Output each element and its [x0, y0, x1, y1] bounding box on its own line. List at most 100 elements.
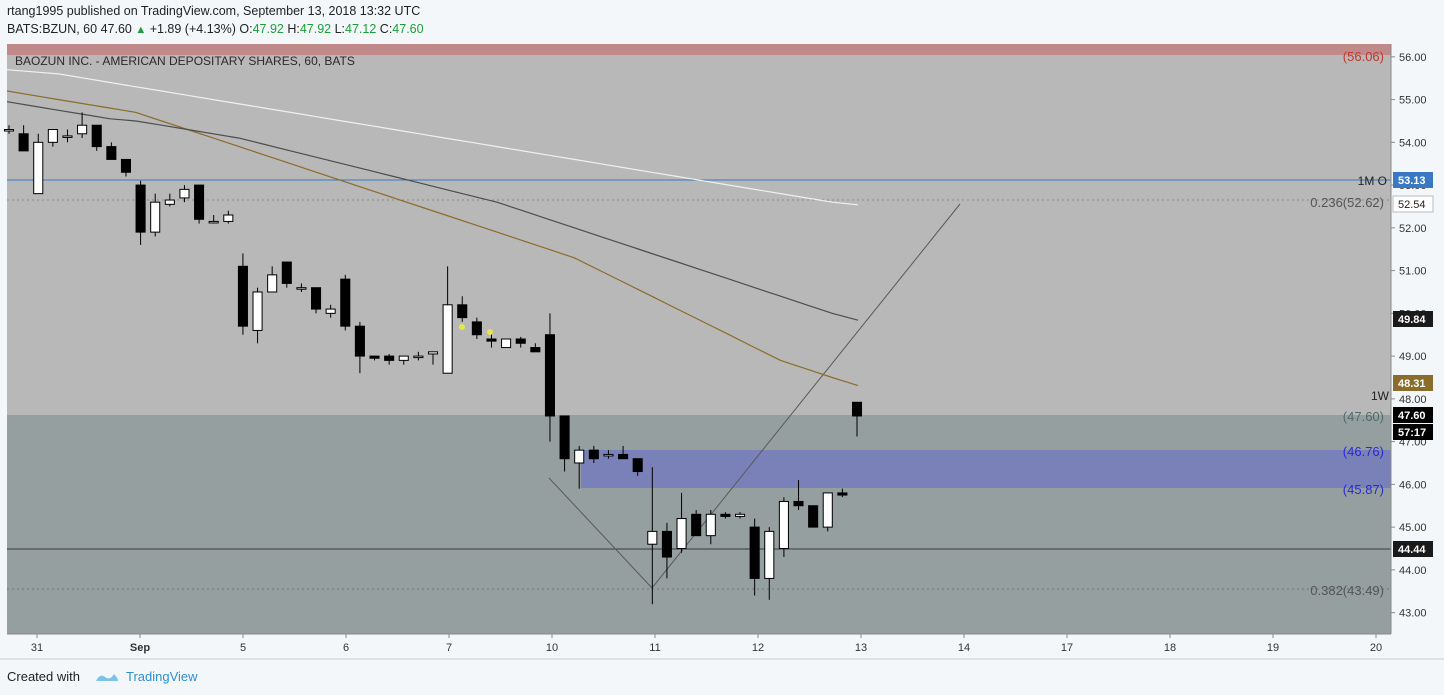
candle	[413, 351, 424, 361]
price-chart[interactable]: BAOZUN INC. - AMERICAN DEPOSITARY SHARES…	[0, 0, 1444, 660]
candle-body	[618, 453, 629, 460]
price-tick-label: 54.00	[1399, 137, 1427, 149]
candle-body	[530, 347, 541, 353]
badge-countdown-text: 57:17	[1398, 427, 1426, 439]
time-tick-label: 7	[446, 642, 452, 654]
candle	[325, 304, 336, 318]
candle-body	[47, 129, 58, 143]
candle	[135, 180, 146, 245]
candle	[223, 210, 234, 224]
candle-body	[457, 304, 468, 319]
candle-body	[822, 492, 833, 528]
candle	[62, 129, 73, 143]
time-tick-label: 14	[958, 642, 970, 654]
candle-body	[120, 158, 131, 173]
open-key: O:	[239, 22, 253, 36]
candle	[559, 415, 570, 472]
candle-body	[369, 355, 380, 359]
zone-bottom-label: (45.87)	[1343, 482, 1384, 497]
price-tick-label: 51.00	[1399, 266, 1427, 278]
candle	[647, 467, 658, 605]
candle-body	[515, 338, 526, 344]
candle	[793, 480, 804, 511]
candle-body	[588, 449, 599, 460]
chart-title: BAOZUN INC. - AMERICAN DEPOSITARY SHARES…	[15, 54, 355, 68]
candle	[77, 112, 88, 139]
price-tick-label: 45.00	[1399, 522, 1427, 534]
price-axis[interactable]: 56.0055.0054.0053.0052.0051.0050.0049.00…	[1391, 52, 1427, 620]
candle-body	[749, 526, 760, 579]
zone-top-label: (46.76)	[1343, 444, 1384, 459]
candle	[442, 266, 453, 374]
fib-236-label: 0.236(52.62)	[1310, 195, 1384, 210]
candle-body	[135, 184, 146, 233]
candle-body	[471, 321, 482, 336]
candle	[267, 266, 278, 293]
candle-body	[150, 201, 161, 233]
candle-body	[77, 124, 88, 135]
candle-body	[179, 188, 190, 199]
candle-body	[501, 338, 512, 349]
tradingview-link[interactable]: TradingView	[125, 669, 198, 684]
candle-body	[237, 265, 248, 327]
candle	[311, 287, 322, 314]
candle-body	[837, 492, 848, 496]
candle-body	[735, 513, 746, 517]
time-tick-label: 31	[31, 642, 43, 654]
time-tick-label: 20	[1370, 642, 1382, 654]
candle-body	[442, 304, 453, 374]
high-value: 47.92	[299, 22, 332, 36]
candle	[296, 283, 307, 292]
moving-average-line	[6, 90, 859, 387]
time-axis[interactable]: 31 Sep 5 6 7 10 11 12 13 14 17 18 19 20	[31, 634, 1382, 654]
low-value: 47.12	[345, 22, 377, 36]
candle	[574, 445, 585, 489]
alert-dot-icon	[459, 324, 465, 330]
candle	[179, 185, 190, 203]
fib-382-label: 0.382(43.49)	[1310, 583, 1384, 598]
candle	[530, 343, 541, 353]
candle-body	[647, 530, 658, 545]
candle-body	[311, 287, 322, 310]
candle-body	[691, 513, 702, 537]
price-tick-label: 56.00	[1399, 52, 1427, 64]
candle	[384, 353, 395, 365]
price-tick-label: 46.00	[1399, 479, 1427, 491]
candle	[705, 510, 716, 545]
badge-ma-dark-text: 49.84	[1398, 314, 1426, 326]
price-tick-label: 52.00	[1399, 223, 1427, 235]
badge-last-price: 47.60	[1393, 407, 1433, 423]
price-tick-label: 48.00	[1399, 394, 1427, 406]
badge-countdown: 57:17	[1393, 424, 1433, 440]
candle	[252, 287, 263, 344]
candle-body	[778, 500, 789, 549]
candle-body	[793, 500, 804, 507]
candle	[720, 512, 731, 519]
candle	[632, 458, 643, 476]
created-with-label: Created with	[7, 669, 80, 684]
candle	[471, 317, 482, 339]
candle	[281, 261, 292, 288]
symbol-label: BATS:BZUN, 60	[7, 22, 98, 36]
candle	[764, 527, 775, 600]
badge-ma-gold-text: 48.31	[1398, 378, 1426, 390]
candle-body	[340, 278, 351, 327]
published-line: rtang1995 published on TradingView.com, …	[7, 4, 421, 18]
resistance-label: (56.06)	[1343, 49, 1384, 64]
candle	[106, 142, 117, 160]
candle-body	[851, 401, 863, 417]
candle-body	[486, 338, 497, 342]
candle-body	[559, 415, 570, 460]
candle	[661, 522, 672, 579]
demand-zone[interactable]	[581, 450, 1391, 488]
candle	[676, 492, 687, 553]
candle	[515, 336, 526, 348]
candle-body	[661, 530, 672, 558]
candle-body	[398, 355, 409, 361]
time-tick-label: 18	[1164, 642, 1176, 654]
close-value: 47.60	[392, 22, 424, 36]
candle	[194, 184, 205, 224]
candle	[369, 355, 380, 361]
time-tick-label: Sep	[130, 642, 150, 654]
candle-body	[603, 453, 614, 457]
